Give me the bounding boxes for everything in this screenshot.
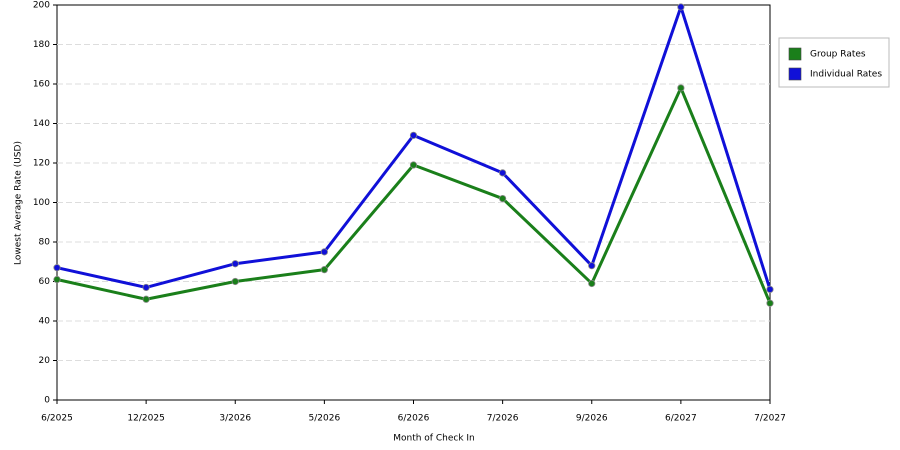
legend-label: Individual Rates [810,70,882,80]
y-tick-label: 60 [39,277,51,287]
point [231,260,239,268]
x-tick-label: 12/2025 [127,414,164,424]
y-axis-label: Lowest Average Rate (USD) [14,141,24,265]
point [409,131,418,139]
point [588,262,596,270]
point [499,169,507,177]
y-tick-label: 160 [33,80,50,90]
x-tick-label: 7/2027 [754,414,786,424]
x-axis-label: Month of Check In [393,434,475,444]
point [766,299,774,307]
point [142,283,150,292]
y-tick-label: 120 [33,159,50,169]
legend-swatch [788,47,802,61]
y-tick-label: 100 [33,198,50,208]
y-tick-label: 0 [44,396,50,406]
point [231,277,239,286]
point [53,275,61,284]
point [409,161,418,169]
legend-label: Group Rates [810,50,866,60]
point [677,3,685,11]
x-tick-label: 5/2026 [309,414,341,424]
x-tick-label: 6/2026 [398,414,430,424]
point [320,248,328,256]
point [766,285,774,293]
point [499,194,507,203]
y-tick-label: 180 [33,40,50,50]
point [677,84,685,92]
point [320,266,328,274]
point [588,279,596,288]
x-tick-label: 7/2026 [487,414,519,424]
x-tick-label: 6/2025 [41,414,73,424]
point [53,264,61,272]
y-tick-label: 80 [39,238,51,248]
y-tick-label: 200 [33,1,50,11]
point [142,295,150,303]
y-tick-label: 140 [33,119,50,129]
x-tick-label: 6/2027 [665,414,697,424]
x-tick-label: 9/2026 [576,414,608,424]
y-tick-label: 40 [39,317,51,327]
y-tick-label: 20 [39,356,51,366]
x-tick-label: 3/2026 [219,414,251,424]
legend-swatch [788,67,802,81]
